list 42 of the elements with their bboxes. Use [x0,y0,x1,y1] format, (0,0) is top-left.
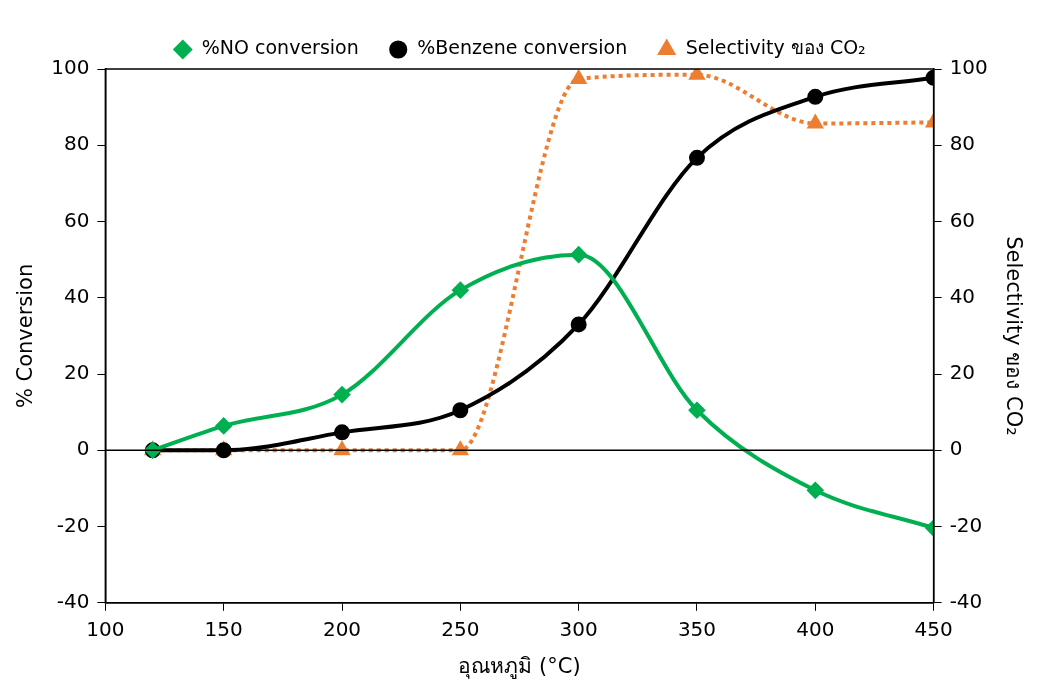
y2-tick-label: -20 [949,512,983,537]
y2-tick-label: 80 [949,131,976,156]
y2-axis-title: Selectivity ของ CO₂ [1001,236,1026,436]
y-tick-label: 60 [63,207,90,232]
point [334,424,351,441]
y-tick-label: -20 [56,512,90,537]
y-tick-label: 0 [76,436,90,461]
point [807,482,824,499]
x-tick-label: 250 [441,617,480,641]
y2-tick-label: 0 [949,436,963,461]
point [571,70,586,84]
legend-label: %Benzene conversion [417,36,628,59]
point [688,149,705,166]
y-axis-title: % Conversion [13,263,38,409]
x-tick-label: 300 [559,617,598,641]
y2-tick-label: 100 [949,55,988,80]
x-tick-label: 200 [322,617,362,641]
x-tick-label: 150 [204,617,243,641]
legend-label: Selectivity ของ CO₂ [685,36,866,59]
x-tick-label: 450 [914,617,953,641]
point [570,246,587,263]
point [807,88,824,105]
y2-tick-label: 20 [949,360,976,385]
point [452,282,469,299]
y-tick-label: 100 [51,55,90,80]
x-tick-label: 350 [677,617,717,641]
point [688,402,705,419]
y-tick-label: -40 [56,589,90,613]
y2-tick-label: 60 [949,207,976,232]
point [452,402,469,419]
y2-tick-label: 40 [949,283,976,308]
x-axis-title: อุณหภูมิ (°C) [458,653,581,679]
y2-tick-label: -40 [949,589,983,613]
legend-label: %NO conversion [201,36,359,59]
y-tick-label: 80 [63,131,90,156]
y-tick-label: 40 [63,283,90,308]
y-tick-label: 20 [63,360,90,385]
x-tick-label: 100 [86,617,125,641]
point [334,386,351,403]
x-tick-label: 400 [796,617,835,641]
point [215,417,232,434]
point [570,316,587,333]
